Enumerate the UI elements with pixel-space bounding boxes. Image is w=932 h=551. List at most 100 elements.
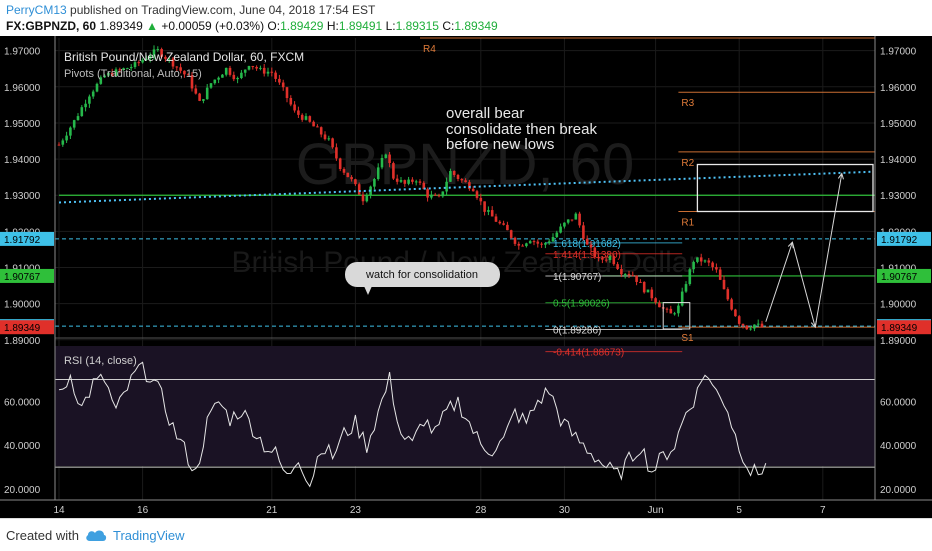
candle-body [623, 273, 627, 275]
candle-body [190, 75, 194, 89]
candle-body [354, 179, 357, 185]
candle-body [392, 163, 395, 179]
candle-body [217, 77, 220, 80]
candle-body [658, 302, 661, 308]
candle-body [88, 96, 91, 104]
candle-body [677, 305, 680, 314]
candle-body [559, 226, 562, 233]
candle-body [380, 157, 384, 168]
candle-body [407, 179, 410, 184]
candle-body [350, 177, 353, 180]
candle-body [255, 66, 258, 69]
candle-body [91, 91, 95, 97]
high-label: H: [326, 19, 339, 33]
candle-body [593, 247, 597, 258]
price-tick-label-right: 1.89000 [880, 336, 917, 347]
candle-body [418, 181, 422, 183]
candle-body [213, 79, 217, 84]
candle-body [76, 116, 80, 121]
candle-body [232, 74, 236, 80]
time-tick-label: 14 [53, 505, 65, 516]
candle-body [319, 127, 323, 135]
candle-body [61, 140, 65, 145]
candle-body [555, 232, 559, 238]
candle-body [247, 66, 251, 70]
candle-body [251, 66, 255, 68]
candle-body [171, 58, 175, 67]
candle-body [616, 264, 619, 269]
candle-body [445, 181, 448, 192]
candle-body [544, 243, 547, 245]
candle-body [525, 243, 528, 247]
candle-body [430, 194, 433, 198]
candle-body [509, 230, 513, 238]
candle-body [726, 289, 730, 300]
candle-body [490, 210, 494, 217]
pivot-label: R4 [423, 44, 436, 55]
candle-body [221, 74, 224, 78]
price-tick-label-left: 1.93000 [4, 191, 41, 202]
rsi-tick-label-right: 40.0000 [880, 441, 917, 452]
candle-body [532, 241, 536, 243]
candle-body [373, 179, 376, 187]
projection-arrow [791, 242, 816, 328]
candle-body [426, 189, 429, 198]
candle-body [270, 71, 274, 73]
candle-body [631, 275, 635, 277]
chart-canvas[interactable]: GBPNZD, 60 British Pound / New Zealand D… [0, 36, 932, 518]
candle-body [684, 284, 688, 292]
candle-body [395, 178, 399, 182]
candle-body [669, 308, 673, 314]
price-tag-label: 1.91792 [881, 235, 918, 246]
candle-body [72, 120, 76, 128]
price-tag [877, 231, 931, 246]
price-tag-left [0, 231, 54, 246]
candle-body [422, 182, 426, 190]
candle-body [718, 269, 722, 280]
candle-body [179, 67, 182, 71]
price-tag-left-label: 1.89349 [4, 323, 41, 334]
candle-body [547, 241, 551, 244]
candle-body [635, 275, 638, 282]
pivot-label: R3 [681, 98, 694, 109]
open-label: O: [267, 19, 281, 33]
tradingview-brand[interactable]: TradingView [113, 528, 185, 543]
price-tag-left-label: 1.90767 [4, 272, 41, 283]
footer: Created with TradingView [0, 518, 932, 551]
time-tick-label: 7 [820, 505, 826, 516]
arrow-head [837, 172, 844, 180]
symbol-label[interactable]: FX:GBPNZD, 60 [6, 19, 97, 33]
author-link[interactable]: PerryCM13 [6, 3, 67, 17]
close-value: 1.89349 [454, 19, 498, 33]
candle-body [266, 71, 270, 74]
chart-title: British Pound/New Zealand Dollar, 60, FX… [64, 50, 304, 64]
last-price: 1.89349 [99, 19, 143, 33]
candle-body [228, 67, 232, 75]
candle-body [308, 116, 312, 122]
candle-body [133, 62, 137, 68]
candle-body [585, 238, 589, 245]
high-value: 1.89491 [338, 19, 383, 33]
candle-body [715, 267, 718, 270]
candle-body [388, 154, 391, 164]
low-label: L: [385, 19, 396, 33]
candle-body [506, 224, 509, 231]
candle-body [688, 269, 692, 285]
candle-body [468, 182, 471, 189]
candle-body [114, 69, 118, 76]
candle-body [209, 83, 213, 88]
candle-body [517, 243, 521, 246]
price-tick-label-left: 1.96000 [4, 83, 41, 94]
candle-body [475, 191, 479, 198]
candle-body [411, 179, 414, 182]
candle-body [205, 87, 209, 100]
candle-body [563, 222, 566, 227]
candle-body [437, 195, 441, 197]
candle-body [84, 103, 87, 108]
candle-body [312, 121, 315, 127]
candle-body [335, 147, 338, 159]
candle-body [760, 323, 764, 328]
candle-body [441, 191, 445, 197]
low-value: 1.89315 [395, 19, 439, 33]
candle-body [639, 281, 642, 283]
